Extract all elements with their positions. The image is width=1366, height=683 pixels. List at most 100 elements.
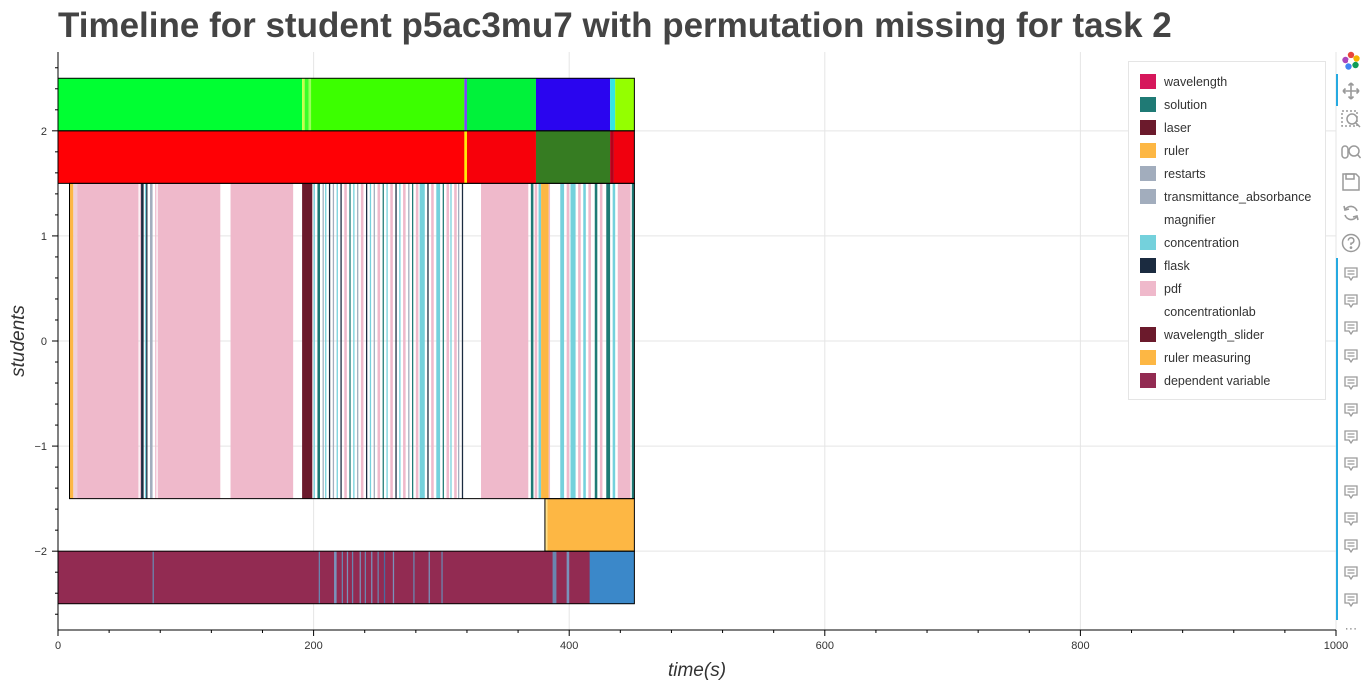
timeline-segment [334,551,337,604]
legend-label: dependent variable [1164,373,1271,388]
hover-icon[interactable] [1340,508,1362,530]
timeline-segment [566,183,570,499]
hover-icon[interactable] [1340,290,1362,312]
hover-icon[interactable] [1340,453,1362,475]
legend-item[interactable]: dependent variable [1140,369,1270,392]
timeline-segment [340,183,342,499]
legend-item[interactable]: flask [1140,254,1190,277]
pan-icon[interactable] [1340,80,1362,102]
timeline-segment [360,183,364,499]
axes: 0 200 400 600 800 1000 −2 −1 0 1 2 time(s) students [8,52,1348,681]
timeline-segment [349,183,351,499]
timeline-segment [446,183,450,499]
legend-swatch [1140,74,1156,89]
legend-swatch [1140,235,1156,250]
reset-icon[interactable] [1340,202,1362,224]
legend-item[interactable]: ruler measuring [1140,346,1251,369]
legend-label: wavelength [1164,74,1228,89]
hover-icon[interactable] [1340,426,1362,448]
timeline-segment [610,130,614,184]
timeline-segment [73,183,78,499]
y-tick-label: 1 [41,231,47,243]
x-tick-label: 400 [560,640,578,652]
timeline-segment [371,551,373,604]
timeline-segment [369,183,372,499]
wheel-zoom-icon[interactable] [1340,141,1362,163]
legend-swatch [1140,143,1156,158]
legend-item[interactable]: solution [1140,93,1207,116]
legend-item[interactable]: wavelength_slider [1140,323,1264,346]
legend[interactable]: wavelength solution laser ruler restarts tran… [1128,61,1326,400]
timeline-segment [615,78,635,131]
save-icon[interactable] [1340,171,1362,193]
timeline-segment [466,78,536,131]
legend-item[interactable]: ruler [1140,139,1189,162]
more-tools-icon[interactable]: ⋯ [1344,621,1358,636]
timeline-segment [617,183,631,499]
timeline-segment [341,551,343,604]
timeline-segment [308,78,312,131]
timeline-segment [77,183,139,499]
timeline-segment [461,183,464,499]
legend-item[interactable]: transmittance_absorbance [1140,185,1311,208]
timeline-segment [377,183,381,499]
hover-icon[interactable] [1340,562,1362,584]
timeline-segment [535,130,611,184]
hover-icon[interactable] [1340,372,1362,394]
timeline-segment [588,183,591,499]
legend-swatch [1140,281,1156,296]
timeline-segment [302,78,305,131]
timeline-segment [373,183,375,499]
timeline-segment [332,183,335,499]
hover-icon[interactable] [1340,589,1362,611]
hover-icon[interactable] [1340,317,1362,339]
timeline-segment [464,78,467,131]
y-tick-label: 0 [41,336,47,348]
y-axis-title: students [8,305,29,377]
y-tick-label: −2 [34,546,47,558]
timeline-segment [392,551,395,604]
hover-icon[interactable] [1340,481,1362,503]
timeline-segment [157,183,221,499]
timeline-segment [357,183,359,499]
legend-label: concentration [1164,235,1240,250]
timeline-segment [152,551,154,604]
legend-swatch [1140,258,1156,273]
hover-icon[interactable] [1340,345,1362,367]
timeline-segment [377,551,379,604]
legend-item[interactable]: pdf [1140,277,1181,300]
x-tick-label: 200 [304,640,322,652]
timeline-segment [589,551,635,604]
hover-icon[interactable] [1340,263,1362,285]
legend-swatch [1140,350,1156,365]
timeline-segment [139,183,142,499]
box-zoom-icon[interactable] [1340,109,1362,131]
timeline-segment [530,183,534,499]
legend-label: flask [1164,258,1190,273]
legend-item[interactable]: wavelength [1140,70,1227,93]
timeline-segment [325,183,327,499]
legend-label: concentrationlab [1164,304,1256,319]
bokeh-logo-icon[interactable] [1340,50,1362,72]
toolbar[interactable]: ⋯ [1336,46,1366,636]
hover-icon[interactable] [1340,399,1362,421]
timeline-segment [364,551,366,604]
legend-label: laser [1164,120,1192,135]
legend-item[interactable]: concentrationlab [1140,300,1256,323]
legend-swatch [1140,120,1156,135]
timeline-segment [428,551,430,604]
legend-item[interactable]: concentration [1140,231,1239,254]
timeline-bars [57,77,635,605]
timeline-segment [610,78,616,131]
timeline-segment [613,130,635,184]
hover-icon[interactable] [1340,535,1362,557]
help-icon[interactable] [1340,232,1362,254]
legend-item[interactable]: restarts [1140,162,1206,185]
legend-item[interactable]: magnifier [1140,208,1215,231]
timeline-segment [544,498,548,552]
x-tick-label: 600 [816,640,834,652]
timeline-segment [399,183,401,499]
legend-label: ruler [1164,143,1190,158]
legend-item[interactable]: laser [1140,116,1191,139]
